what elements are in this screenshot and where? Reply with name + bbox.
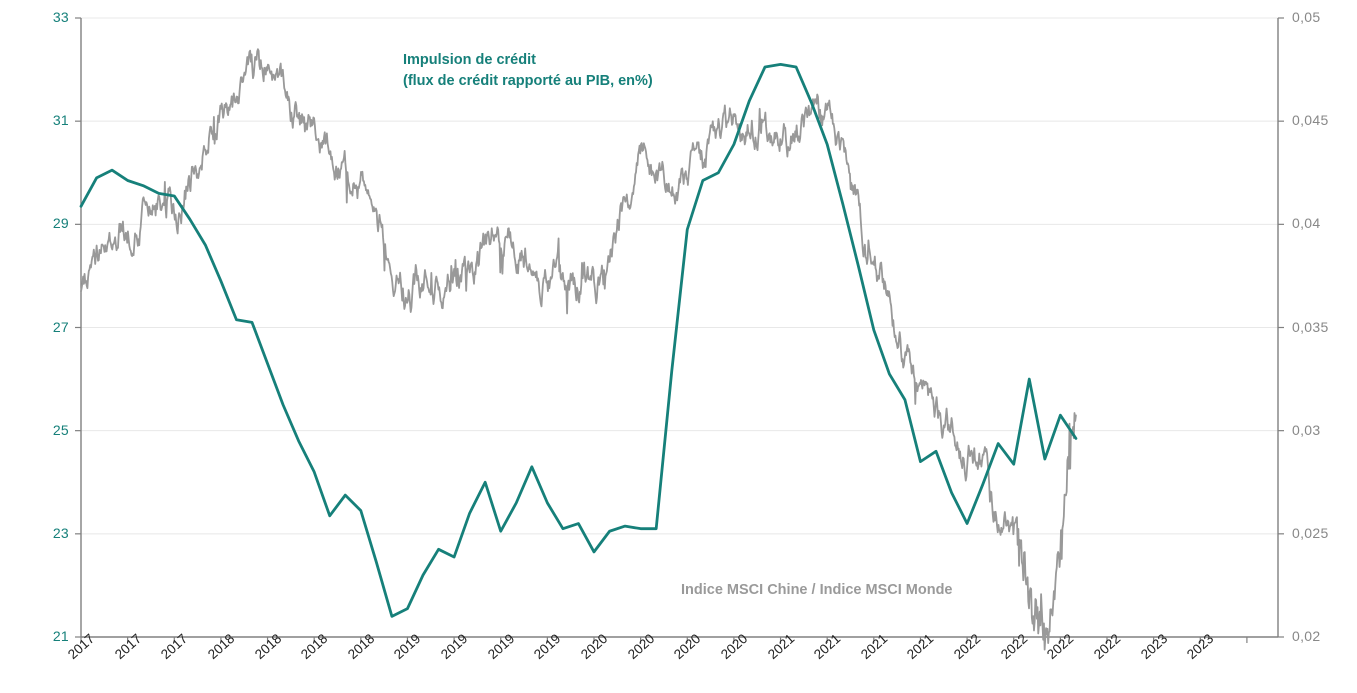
y-axis-right-tick-label: 0,045: [1292, 112, 1329, 129]
msci-ratio-annotation: Indice MSCI Chine / Indice MSCI Monde: [681, 582, 953, 598]
series-credit-impulse-line: [79, 63, 1078, 618]
y-axis-right-tick-label: 0,02: [1292, 628, 1321, 644]
y-axis-left-tick-label: 21: [52, 628, 69, 644]
y-axis-left-tick-label: 31: [52, 112, 69, 129]
credit-impulse-annotation-line2: (flux de crédit rapporté au PIB, en%): [403, 73, 653, 89]
y-axis-left-tick-label: 25: [52, 421, 69, 438]
series-msci-ratio-line: [80, 48, 1077, 651]
y-axis-right-tick-label: 0,05: [1292, 9, 1321, 25]
y-tick-marks-left: [75, 17, 81, 638]
y-axis-left-tick-label: 33: [52, 9, 69, 25]
y-axis-left-tick-label: 23: [52, 524, 69, 541]
x-tick-marks: [80, 637, 1248, 643]
credit-impulse-annotation: Impulsion de crédit (flux de crédit rapp…: [403, 50, 653, 92]
y-axis-right-tick-label: 0,025: [1292, 524, 1329, 541]
y-axis-left-tick-label: 29: [52, 215, 69, 232]
y-axis-right-tick-label: 0,03: [1292, 421, 1321, 438]
y-axis-right-tick-label: 0,035: [1292, 318, 1329, 335]
y-tick-marks-right: [1278, 17, 1284, 638]
y-axis-left-tick-label: 27: [52, 318, 69, 335]
y-axis-right-tick-label: 0,04: [1292, 215, 1321, 232]
credit-impulse-annotation-line1: Impulsion de crédit: [403, 52, 536, 68]
gridlines: [81, 17, 1278, 535]
